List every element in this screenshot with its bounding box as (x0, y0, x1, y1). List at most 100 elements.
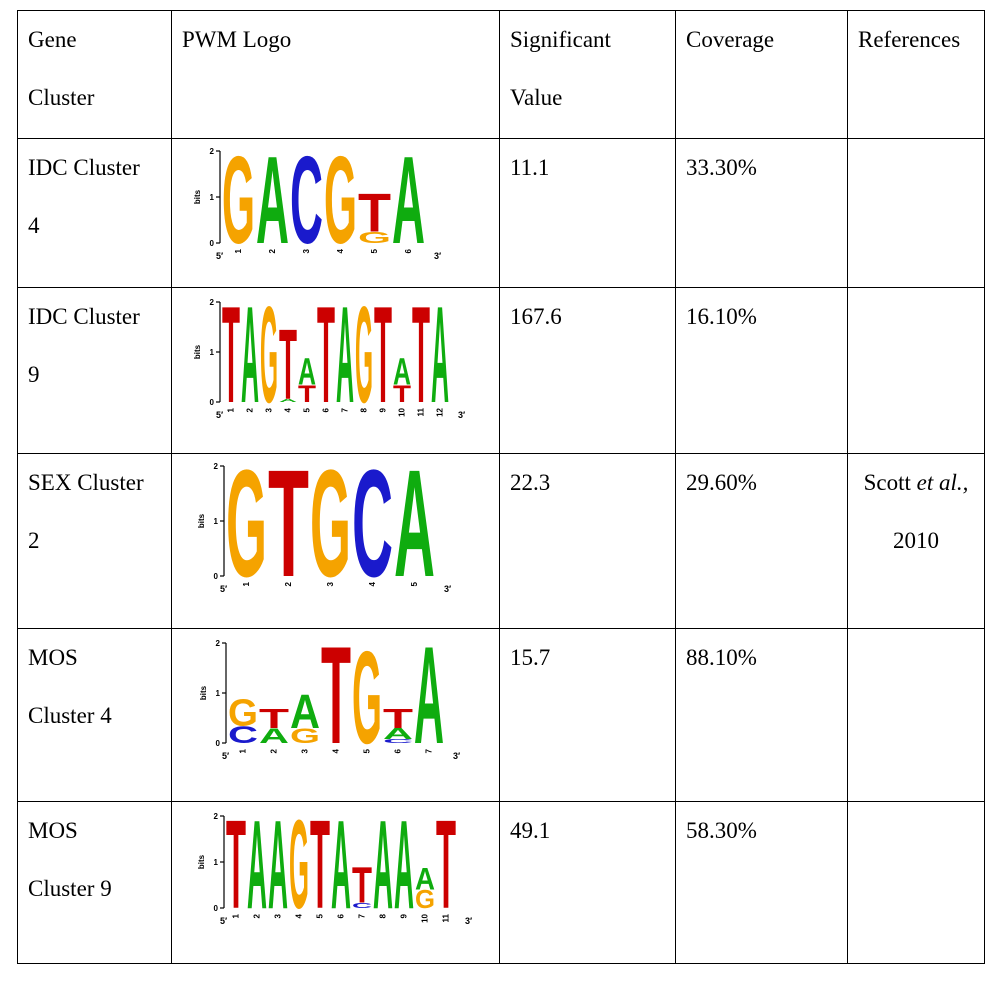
position-number: 4 (284, 407, 293, 412)
logo-letter-g: G (260, 278, 278, 431)
position-number: 6 (394, 748, 403, 753)
header-gene-cluster: Gene Cluster (17, 10, 172, 139)
y-tick-label: 0 (216, 739, 221, 748)
y-axis-label: bits (197, 854, 206, 869)
header-significant-line2: Value (510, 85, 563, 110)
significant-value-cell: 15.7 (499, 628, 676, 802)
reference-etal: et al., (916, 470, 969, 495)
logo-letter-g: G (226, 440, 267, 610)
logo-letter-g: G (222, 131, 255, 270)
pwm-logo-cell: bits 0 1 2 5′ T 1 A 2 A 3 G 4 T 5 A 6 C T 7 A 8 A 9 G A 10 T 11 3′ (171, 793, 500, 964)
position-number: 5 (410, 581, 419, 586)
logo-letter-t: T (352, 857, 372, 914)
logo-letter-t: T (321, 619, 351, 774)
position-number: 4 (332, 748, 341, 753)
position-number: 6 (337, 913, 346, 918)
gene-cluster-line2: Cluster 9 (28, 876, 112, 901)
position-number: 4 (336, 248, 345, 253)
y-tick-label: 0 (210, 239, 215, 248)
table-row: MOS Cluster 4 bits 0 1 2 5′ C G 1 A T 2 G A 3 T 4 G 5 C A T 6… (17, 617, 985, 802)
header-references: References (847, 10, 985, 139)
logo-letter-t: T (436, 793, 456, 935)
table-row: MOS Cluster 9 bits 0 1 2 5′ T 1 A 2 A 3 G 4 T 5 A 6 C T 7 A 8… (17, 793, 985, 964)
reference-cell (847, 628, 985, 802)
gene-cluster-line1: MOS (28, 645, 78, 670)
three-prime-label: 3′ (465, 916, 472, 926)
significant-value-cell: 49.1 (499, 801, 676, 964)
three-prime-label: 3′ (453, 751, 460, 761)
coverage-value: 58.30% (686, 818, 757, 843)
logo-letter-a: A (259, 724, 289, 747)
logo-letter-a: A (393, 350, 411, 393)
position-number: 5 (370, 248, 379, 253)
y-axis-label: bits (193, 189, 202, 204)
y-tick-label: 1 (210, 193, 215, 202)
logo-letter-a: A (415, 862, 435, 897)
header-significant-line1: Significant (510, 27, 611, 52)
reference-cell (847, 801, 985, 964)
logo-letter-a: A (336, 278, 354, 431)
three-prime-label: 3′ (444, 584, 451, 594)
position-number: 7 (358, 913, 367, 918)
significant-value-cell: 22.3 (499, 453, 676, 629)
y-tick-label: 0 (210, 398, 215, 407)
logo-letter-a: A (394, 795, 414, 936)
gene-cluster-line2: 2 (28, 528, 40, 553)
logo-letter-t: T (279, 308, 297, 421)
logo-letter-t: T (383, 704, 413, 735)
header-pwm-logo: PWM Logo (171, 10, 500, 139)
logo-letter-a: A (373, 795, 393, 936)
significant-value: 15.7 (510, 645, 551, 670)
position-number: 3 (265, 407, 274, 412)
logo-letter-t: T (412, 279, 430, 432)
motif-table: Gene Cluster PWM Logo Significant Value … (17, 10, 985, 964)
y-tick-label: 2 (214, 462, 219, 471)
y-tick-label: 1 (214, 517, 219, 526)
position-number: 6 (404, 248, 413, 253)
coverage-cell: 33.30% (675, 138, 848, 288)
reference-author: Scott (863, 470, 911, 495)
logo-letter-c: C (383, 738, 413, 744)
gene-cluster-line2: Cluster 4 (28, 703, 112, 728)
position-number: 10 (421, 913, 430, 922)
position-number: 3 (302, 248, 311, 253)
logo-letter-g: G (289, 794, 309, 935)
coverage-cell: 88.10% (675, 628, 848, 802)
position-number: 2 (253, 913, 262, 918)
significant-value: 49.1 (510, 818, 551, 843)
position-number: 2 (268, 248, 277, 253)
position-number: 8 (379, 913, 388, 918)
logo-letter-a: A (414, 617, 444, 773)
y-tick-label: 1 (216, 689, 221, 698)
logo-letter-t: T (317, 279, 335, 432)
gene-cluster-line1: IDC Cluster (28, 304, 140, 329)
position-number: 3 (274, 913, 283, 918)
three-prime-label: 3′ (434, 251, 441, 261)
header-significant-value: Significant Value (499, 10, 676, 139)
pwm-logo-cell: bits 0 1 2 5′ T 1 A 2 G 3 A T 4 T A 5 T 6 A 7 G 8 T 9 T A 10 T 11 A 12 3… (171, 278, 500, 454)
logo-letter-a: A (298, 350, 316, 393)
logo-letter-a: A (241, 278, 259, 431)
y-tick-label: 0 (214, 904, 219, 913)
coverage-value: 29.60% (686, 470, 757, 495)
y-tick-label: 1 (210, 348, 215, 357)
reference-cell (847, 138, 985, 288)
position-number: 5 (316, 913, 325, 918)
y-axis-label: bits (193, 344, 202, 359)
header-coverage: Coverage (675, 10, 848, 139)
logo-letter-g: G (352, 624, 382, 772)
logo-letter-g: G (355, 278, 373, 431)
y-tick-label: 0 (214, 572, 219, 581)
logo-letter-t: T (358, 183, 391, 243)
position-number: 1 (227, 407, 236, 412)
pwm-logo-cell: bits 0 1 2 5′ G 1 A 2 C 3 G 4 G T 5 A 6 3′ (171, 130, 500, 288)
logo-letter-a: A (392, 130, 425, 269)
gene-cluster-cell: IDC Cluster 9 (17, 287, 172, 454)
pwm-logo-cell: bits 0 1 2 5′ G 1 T 2 G 3 C 4 A 5 3′ (171, 439, 500, 629)
table-row: IDC Cluster 9 bits 0 1 2 5′ T 1 A 2 G 3 A T 4 T A 5 T 6 A 7 G… (17, 278, 985, 454)
position-number: 1 (232, 913, 241, 918)
position-number: 1 (239, 748, 248, 753)
y-axis-label: bits (197, 513, 206, 528)
logo-letter-a: A (331, 795, 351, 936)
